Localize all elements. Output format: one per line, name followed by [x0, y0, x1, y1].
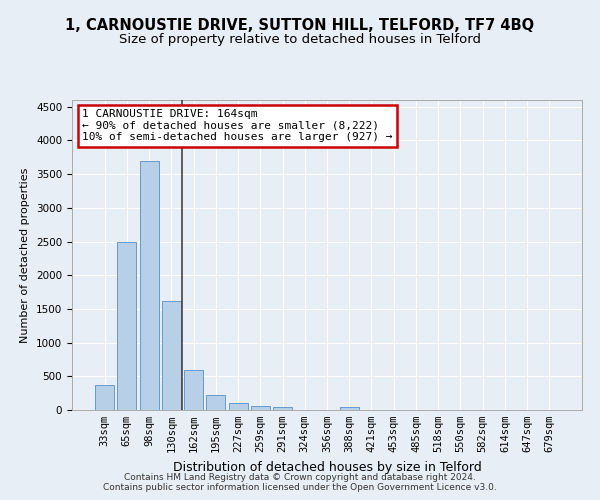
Bar: [340, 406, 359, 410]
Bar: [140, 160, 158, 410]
Text: 1, CARNOUSTIE DRIVE, SUTTON HILL, TELFORD, TF7 4BQ: 1, CARNOUSTIE DRIVE, SUTTON HILL, TELFOR…: [65, 18, 535, 32]
X-axis label: Distribution of detached houses by size in Telford: Distribution of detached houses by size …: [173, 460, 481, 473]
Text: 1 CARNOUSTIE DRIVE: 164sqm
← 90% of detached houses are smaller (8,222)
10% of s: 1 CARNOUSTIE DRIVE: 164sqm ← 90% of deta…: [82, 110, 392, 142]
Text: Size of property relative to detached houses in Telford: Size of property relative to detached ho…: [119, 32, 481, 46]
Y-axis label: Number of detached properties: Number of detached properties: [20, 168, 31, 342]
Text: Contains HM Land Registry data © Crown copyright and database right 2024.
Contai: Contains HM Land Registry data © Crown c…: [103, 473, 497, 492]
Bar: [184, 370, 203, 410]
Bar: [118, 242, 136, 410]
Bar: [162, 301, 181, 410]
Bar: [273, 408, 292, 410]
Bar: [229, 403, 248, 410]
Bar: [251, 406, 270, 410]
Bar: [206, 394, 225, 410]
Bar: [95, 385, 114, 410]
